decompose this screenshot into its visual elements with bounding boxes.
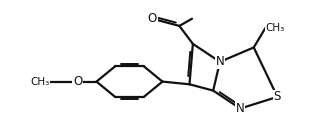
Text: CH₃: CH₃ xyxy=(30,77,49,87)
Text: N: N xyxy=(236,102,245,115)
Text: N: N xyxy=(216,55,224,68)
Text: O: O xyxy=(73,75,82,88)
Text: O: O xyxy=(148,12,157,25)
Text: S: S xyxy=(274,90,281,103)
Text: CH₃: CH₃ xyxy=(266,23,285,33)
